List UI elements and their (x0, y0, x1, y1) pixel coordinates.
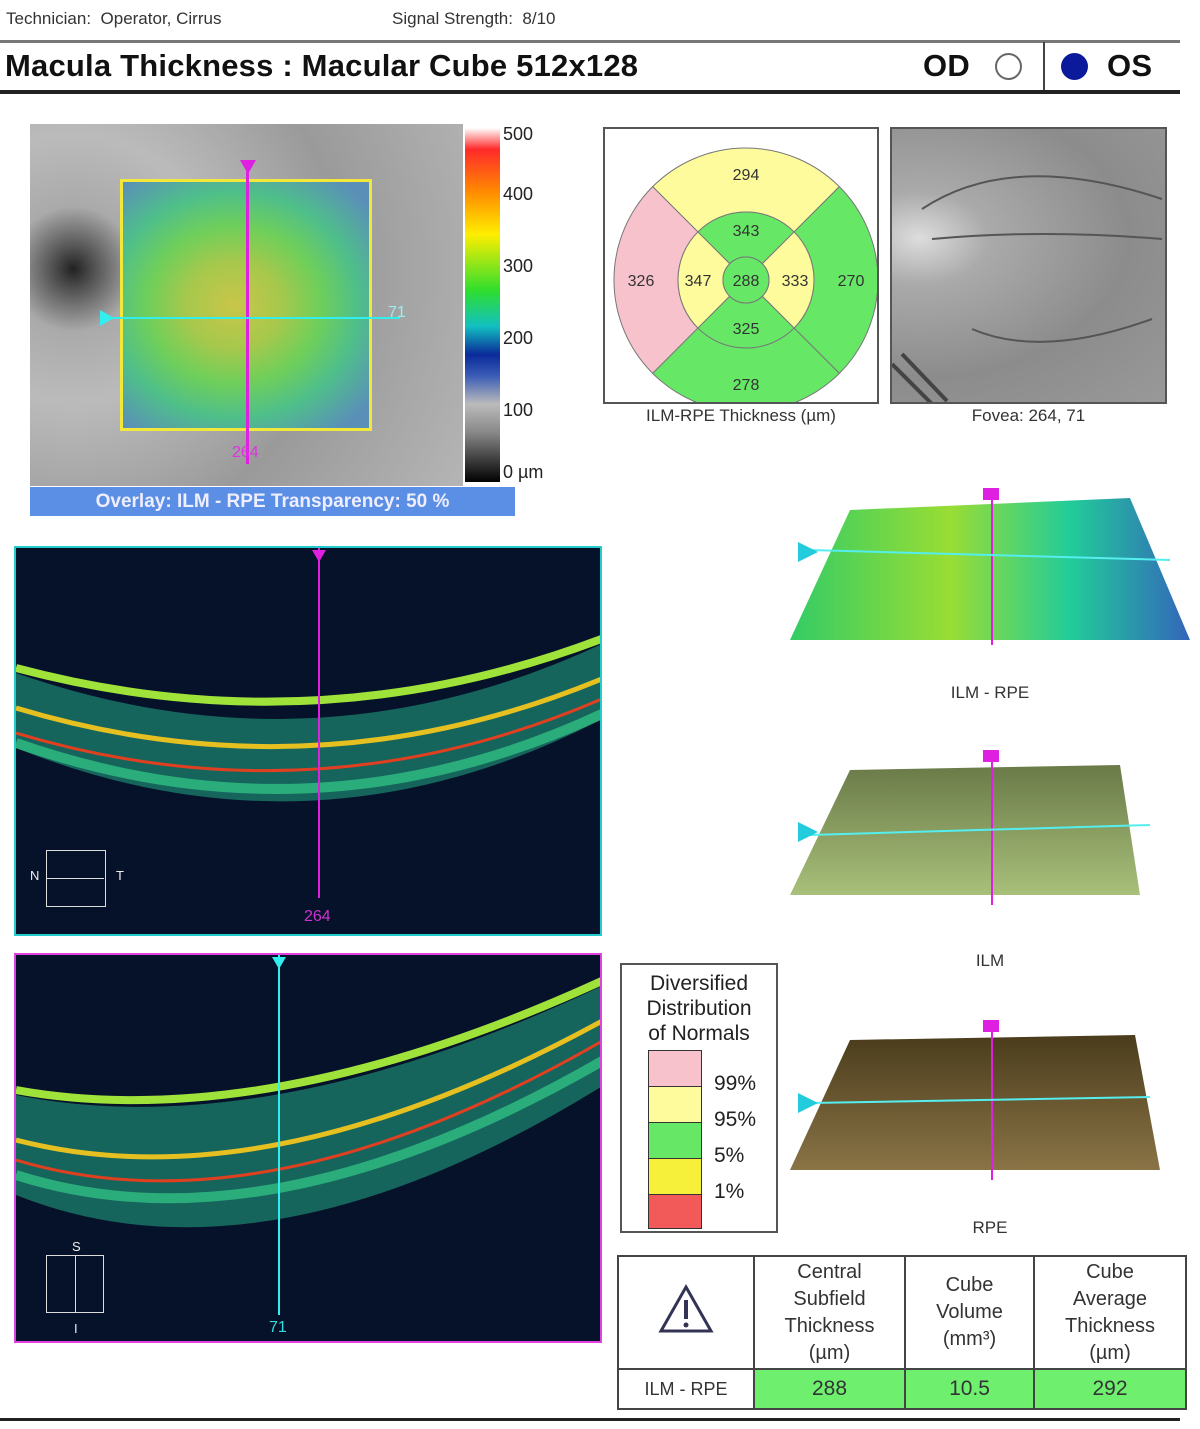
scale-label: 100 (503, 400, 534, 420)
row-label: ILM - RPE (617, 1368, 755, 1410)
bscan-horizontal[interactable]: 264 N T (14, 546, 602, 936)
rpe-surface (790, 1035, 1160, 1170)
scale-label: 500 (503, 124, 534, 144)
fovea-caption: Fovea: 264, 71 (971, 406, 1086, 425)
legend-title: Diversified Distribution of Normals (646, 972, 752, 1045)
page-title: Macula Thickness : Macular Cube 512x128 (5, 48, 639, 83)
orientation-box (46, 850, 106, 907)
header-cube-volume: Cube Volume (mm³) (904, 1255, 1035, 1370)
value-outer-inferior: 278 (733, 377, 760, 394)
cube-average-value: 292 (1033, 1368, 1187, 1410)
fundus-image[interactable]: 71 264 (30, 124, 463, 486)
divider (0, 40, 1180, 43)
signal-value: 8/10 (522, 9, 556, 28)
od-label: OD (923, 48, 970, 83)
nasal-label: N (30, 868, 40, 883)
cyan-marker-icon (798, 1093, 818, 1113)
horizontal-scan-line[interactable] (100, 317, 400, 319)
value-outer-temporal: 270 (838, 273, 865, 290)
os-label: OS (1107, 48, 1153, 83)
swatch-1-5 (648, 1158, 702, 1195)
ilm-label: ILM (975, 951, 1005, 970)
etdrs-caption: ILM-RPE Thickness (µm) (646, 406, 836, 425)
divider (0, 90, 1180, 94)
swatch-5-95 (648, 1122, 702, 1159)
position-label: 264 (304, 908, 331, 925)
magenta-marker-icon (983, 488, 999, 500)
value-outer-superior: 294 (733, 167, 760, 184)
cyan-marker-icon (272, 957, 286, 969)
value-inner-temporal: 333 (782, 273, 809, 290)
magenta-marker-icon (983, 1020, 999, 1032)
level-label: 1% (714, 1180, 745, 1203)
magenta-marker-icon (240, 160, 256, 174)
level-label: 99% (714, 1072, 757, 1095)
value-inner-superior: 343 (733, 223, 760, 240)
header-central-subfield: Central Subfield Thickness (µm) (753, 1255, 906, 1370)
ilm-rpe-surface (790, 498, 1190, 640)
rpe-label: RPE (972, 1218, 1008, 1237)
scale-label: 300 (503, 256, 534, 276)
scale-label: 0 µm (503, 462, 544, 482)
inferior-label: I (74, 1321, 78, 1336)
value-outer-nasal: 326 (628, 273, 655, 290)
temporal-label: T (116, 868, 124, 883)
thickness-color-scale (465, 128, 500, 482)
bscan-vertical[interactable]: 71 S I (14, 953, 602, 1343)
os-radio[interactable] (1061, 53, 1088, 80)
superior-label: S (72, 1239, 81, 1254)
level-label: 5% (714, 1144, 745, 1167)
technician-label: Technician: (6, 9, 92, 28)
magenta-marker-icon (312, 550, 326, 562)
central-subfield-value: 288 (753, 1368, 906, 1410)
value-inner-nasal: 347 (685, 273, 712, 290)
swatch-95-99 (648, 1086, 702, 1123)
value-central: 288 (733, 273, 760, 290)
normals-legend: Diversified Distribution of Normals 99% 95… (620, 963, 778, 1233)
cyan-marker-icon (100, 310, 114, 326)
ilm-rpe-label: ILM - RPE (950, 683, 1030, 702)
technician: Technician: Operator, Cirrus (6, 9, 221, 29)
position-label: 71 (269, 1319, 287, 1336)
swatch-above-99 (648, 1050, 702, 1087)
level-label: 95% (714, 1108, 757, 1131)
vessel-lines (892, 175, 1163, 402)
divider (1043, 42, 1045, 92)
warning-icon (658, 1283, 714, 1332)
signal-strength: Signal Strength: 8/10 (392, 9, 556, 29)
overlay-banner[interactable]: Overlay: ILM - RPE Transparency: 50 % (30, 487, 515, 516)
cyan-marker-icon (798, 542, 818, 562)
signal-label: Signal Strength: (392, 9, 513, 28)
fovea-image (890, 127, 1167, 404)
summary-table: Central Subfield Thickness (µm) Cube Volume(… (617, 1255, 1187, 1410)
value-inner-inferior: 325 (733, 321, 760, 338)
swatch-below-1 (648, 1194, 702, 1229)
od-radio[interactable] (995, 53, 1022, 80)
warning-cell (617, 1255, 755, 1370)
scale-label: 200 (503, 328, 534, 348)
v-marker-label: 264 (232, 444, 259, 461)
vertical-scan-line[interactable] (246, 164, 249, 464)
sector-central (722, 256, 770, 304)
cube-volume-value: 10.5 (904, 1368, 1035, 1410)
scale-label: 400 (503, 184, 534, 204)
h-marker-label: 71 (388, 304, 406, 321)
orientation-box (46, 1255, 104, 1313)
cyan-marker-icon (798, 822, 818, 842)
header-cube-average: Cube Average Thickness (µm) (1033, 1255, 1187, 1370)
technician-value: Operator, Cirrus (100, 9, 222, 28)
surface-views (790, 488, 1190, 1180)
position-line (318, 548, 320, 898)
divider (0, 1418, 1180, 1421)
magenta-marker-icon (983, 750, 999, 762)
etdrs-thickness-map: 294 326 270 278 343 347 333 325 288 (603, 127, 879, 404)
position-line (278, 955, 280, 1315)
